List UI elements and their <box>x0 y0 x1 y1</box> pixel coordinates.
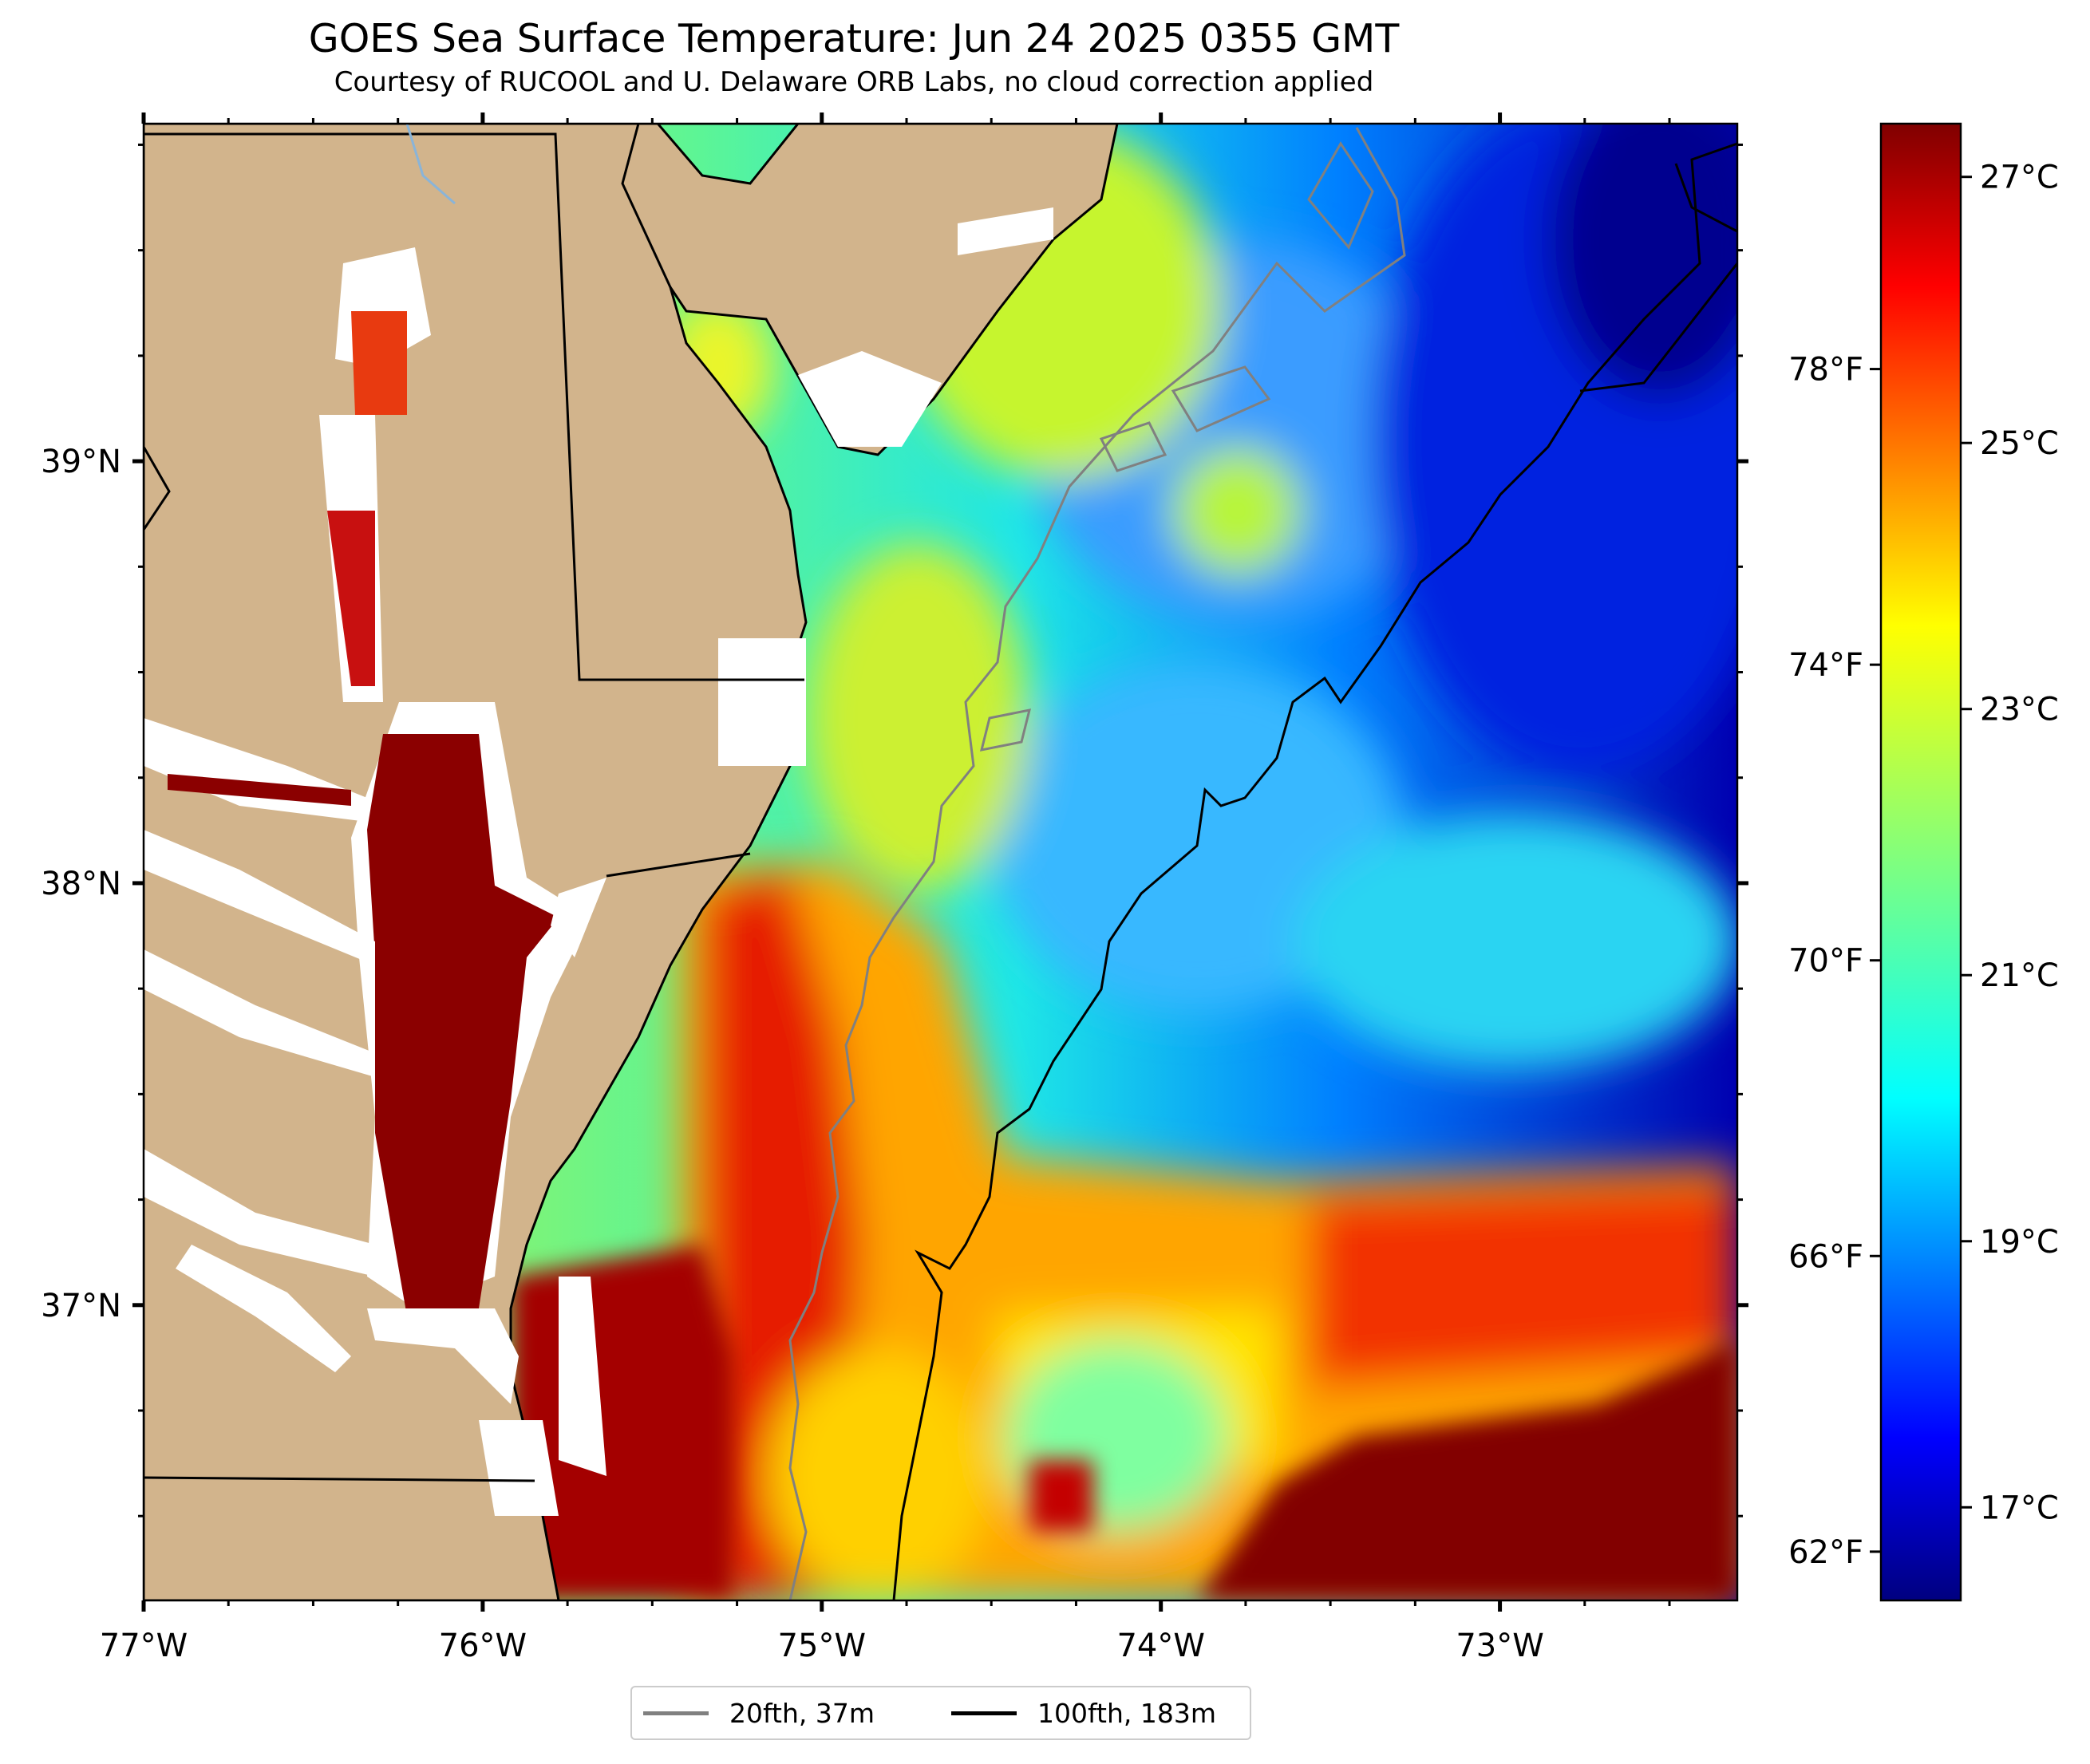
legend-label-20fth: 20fth, 37m <box>729 1697 875 1729</box>
legend-item-100fth: 100fth, 183m <box>951 1697 1216 1729</box>
y-tick-label: 38°N <box>41 866 121 902</box>
legend-swatch-100fth <box>951 1711 1017 1715</box>
celsius-tick-label: 21°C <box>1980 957 2059 994</box>
x-tick-label: 76°W <box>439 1628 527 1664</box>
y-tick-label: 37°N <box>41 1288 121 1324</box>
fahrenheit-tick-label: 78°F <box>1788 352 1863 389</box>
fahrenheit-tick-label: 66°F <box>1788 1238 1863 1275</box>
legend-swatch-20fth <box>643 1711 709 1715</box>
celsius-tick-label: 25°C <box>1980 425 2059 462</box>
state-border-de-md <box>144 132 804 681</box>
celsius-tick-label: 17°C <box>1980 1490 2059 1526</box>
land-areas <box>144 124 1737 1600</box>
isobath-100fth <box>892 142 1737 1600</box>
x-tick-label: 74°W <box>1116 1628 1204 1664</box>
y-tick-label: 39°N <box>41 444 121 480</box>
x-axis: 77°W 76°W 75°W 74°W 73°W <box>100 112 1671 1664</box>
celsius-tick-label: 19°C <box>1980 1224 2059 1261</box>
isobaths <box>788 127 1737 1600</box>
x-tick-label: 77°W <box>100 1628 188 1664</box>
legend-item-20fth: 20fth, 37m <box>643 1697 875 1729</box>
state-border-md-va <box>606 852 751 878</box>
fahrenheit-tick-label: 62°F <box>1788 1534 1863 1571</box>
fahrenheit-tick-label: 74°F <box>1788 647 1863 684</box>
isobath-20fth <box>788 127 1406 1600</box>
figure-subtitle: Courtesy of RUCOOL and U. Delaware ORB L… <box>334 66 1374 98</box>
legend-label-100fth: 100fth, 183m <box>1037 1697 1216 1729</box>
figure-title: GOES Sea Surface Temperature: Jun 24 202… <box>308 16 1400 61</box>
colorbar-fahrenheit-axis: 78°F 74°F 70°F 66°F 62°F <box>1788 352 1881 1571</box>
fahrenheit-tick-label: 70°F <box>1788 943 1863 980</box>
celsius-tick-label: 23°C <box>1980 692 2059 728</box>
map-frame <box>142 122 1739 1602</box>
y-axis: 39°N 38°N 37°N <box>41 143 1748 1517</box>
isobath-legend: 20fth, 37m 100fth, 183m <box>630 1686 1251 1740</box>
state-border-va-nc <box>144 1476 535 1482</box>
colorbar-gradient <box>1879 122 1962 1602</box>
colorbar-celsius-axis: 27°C 25°C 23°C 21°C 19°C 17°C <box>1961 160 2059 1526</box>
x-tick-label: 73°W <box>1456 1628 1543 1664</box>
x-tick-label: 75°W <box>778 1628 866 1664</box>
celsius-tick-label: 27°C <box>1980 160 2059 196</box>
colorbar: 78°F 74°F 70°F 66°F 62°F 27°C 25°C 23°C 21°C 19°… <box>1788 122 2059 1602</box>
